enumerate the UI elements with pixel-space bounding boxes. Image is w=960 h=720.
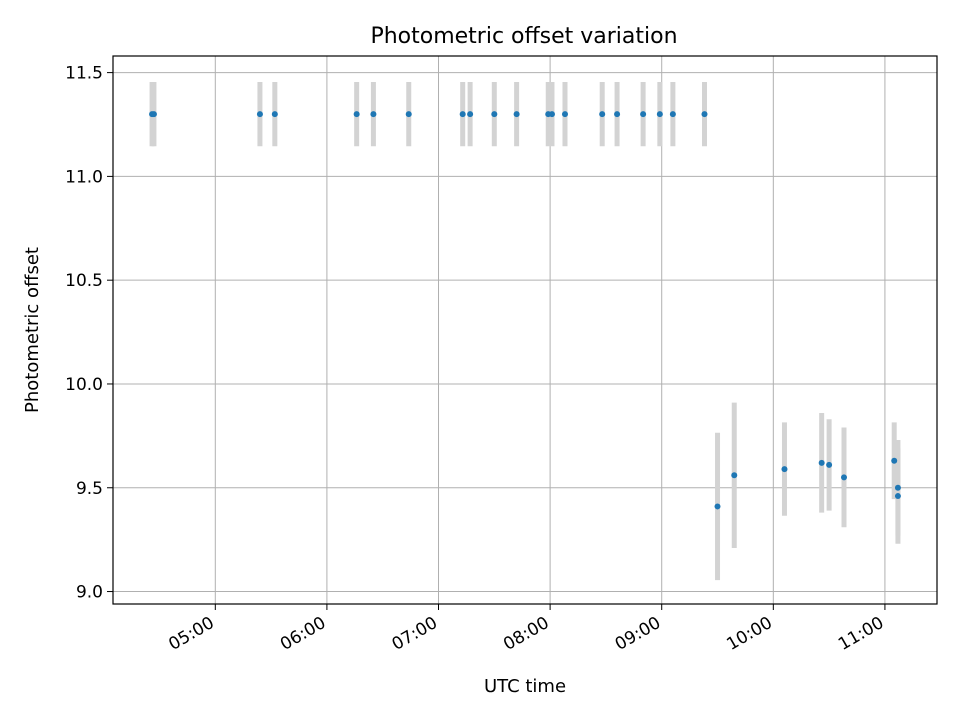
y-tick-label-1: 9.5: [76, 479, 103, 499]
x-tick-label-1: 06:00: [277, 613, 329, 655]
data-point-16: [640, 111, 647, 118]
x-axis-label: UTC time: [484, 676, 566, 697]
x-tick-label-6: 11:00: [835, 613, 887, 655]
y-tick-label-5: 11.5: [65, 64, 103, 84]
data-point-12: [548, 111, 555, 118]
data-point-15: [614, 111, 621, 118]
x-tick-label-2: 07:00: [389, 613, 441, 655]
plot-frame: [112, 55, 938, 605]
data-point-8: [467, 111, 474, 118]
y-tick-label-0: 9.0: [76, 583, 103, 603]
data-point-13: [561, 111, 568, 118]
y-axis-ticks: 9.0 9.5 10.0 10.5 11.0 11.5: [65, 64, 113, 603]
data-point-5: [370, 111, 377, 118]
data-point-20: [714, 503, 721, 510]
data-point-9: [491, 111, 498, 118]
data-point-2: [256, 111, 263, 118]
data-point-27: [894, 484, 901, 491]
y-axis-label: Photometric offset: [22, 247, 43, 413]
data-point-23: [818, 459, 825, 466]
data-point-24: [826, 461, 833, 468]
grid: [113, 56, 937, 604]
y-tick-label-2: 10.0: [65, 375, 103, 395]
x-tick-label-3: 08:00: [500, 613, 552, 655]
data-point-19: [701, 111, 708, 118]
data-points: [149, 111, 901, 510]
data-point-6: [405, 111, 412, 118]
data-point-3: [271, 111, 278, 118]
x-tick-label-5: 10:00: [723, 613, 775, 655]
data-point-14: [599, 111, 606, 118]
data-point-28: [894, 493, 901, 500]
data-point-18: [669, 111, 676, 118]
data-point-21: [731, 472, 738, 479]
data-point-26: [891, 457, 898, 464]
data-point-10: [513, 111, 520, 118]
data-point-1: [150, 111, 157, 118]
y-tick-label-4: 11.0: [65, 167, 103, 187]
x-tick-label-4: 09:00: [612, 613, 664, 655]
error-bars: [149, 81, 901, 581]
data-point-22: [781, 466, 788, 473]
chart-title: Photometric offset variation: [370, 24, 677, 49]
x-tick-label-0: 05:00: [165, 613, 217, 655]
data-point-25: [840, 474, 847, 481]
data-point-4: [353, 111, 360, 118]
data-point-17: [656, 111, 663, 118]
data-point-7: [459, 111, 466, 118]
y-tick-label-3: 10.5: [65, 271, 103, 291]
x-axis-ticks: 05:00 06:00 07:00 08:00 09:00 10:00 11:00: [165, 604, 887, 655]
